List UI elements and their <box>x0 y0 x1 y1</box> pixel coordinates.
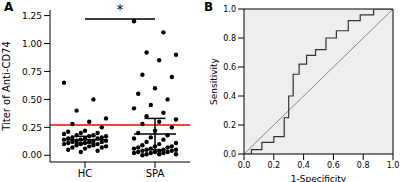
html-text:B: B <box>204 0 214 14</box>
svg-text:0.0: 0.0 <box>223 150 236 159</box>
svg-text:0.8: 0.8 <box>357 161 370 170</box>
svg-text:0.75: 0.75 <box>22 67 42 77</box>
svg-text:0.2: 0.2 <box>267 161 280 170</box>
svg-text:HC: HC <box>78 168 93 179</box>
svg-text:1.0: 1.0 <box>387 161 392 170</box>
svg-text:0.6: 0.6 <box>223 63 236 72</box>
svg-text:0.0: 0.0 <box>238 161 251 170</box>
svg-text:1.00: 1.00 <box>22 39 42 49</box>
svg-text:0.25: 0.25 <box>22 123 42 133</box>
svg-text:1.25: 1.25 <box>22 11 42 21</box>
svg-text:0.6: 0.6 <box>327 161 340 170</box>
svg-text:1-Specificity: 1-Specificity <box>291 174 347 182</box>
svg-text:0.8: 0.8 <box>223 34 236 43</box>
svg-text:0.4: 0.4 <box>223 92 236 101</box>
svg-text:0.2: 0.2 <box>223 121 236 130</box>
svg-text:0.4: 0.4 <box>297 161 310 170</box>
svg-text:0.50: 0.50 <box>22 95 42 105</box>
svg-text:Sensitivity: Sensitivity <box>209 57 219 105</box>
svg-text:*: * <box>117 1 124 17</box>
svg-text:1.0: 1.0 <box>223 5 236 14</box>
svg-text:SPA: SPA <box>146 168 165 179</box>
html-text:A: A <box>4 0 14 14</box>
svg-text:Titer of Anti-CD74: Titer of Anti-CD74 <box>8 41 12 132</box>
svg-text:0.00: 0.00 <box>22 150 42 160</box>
